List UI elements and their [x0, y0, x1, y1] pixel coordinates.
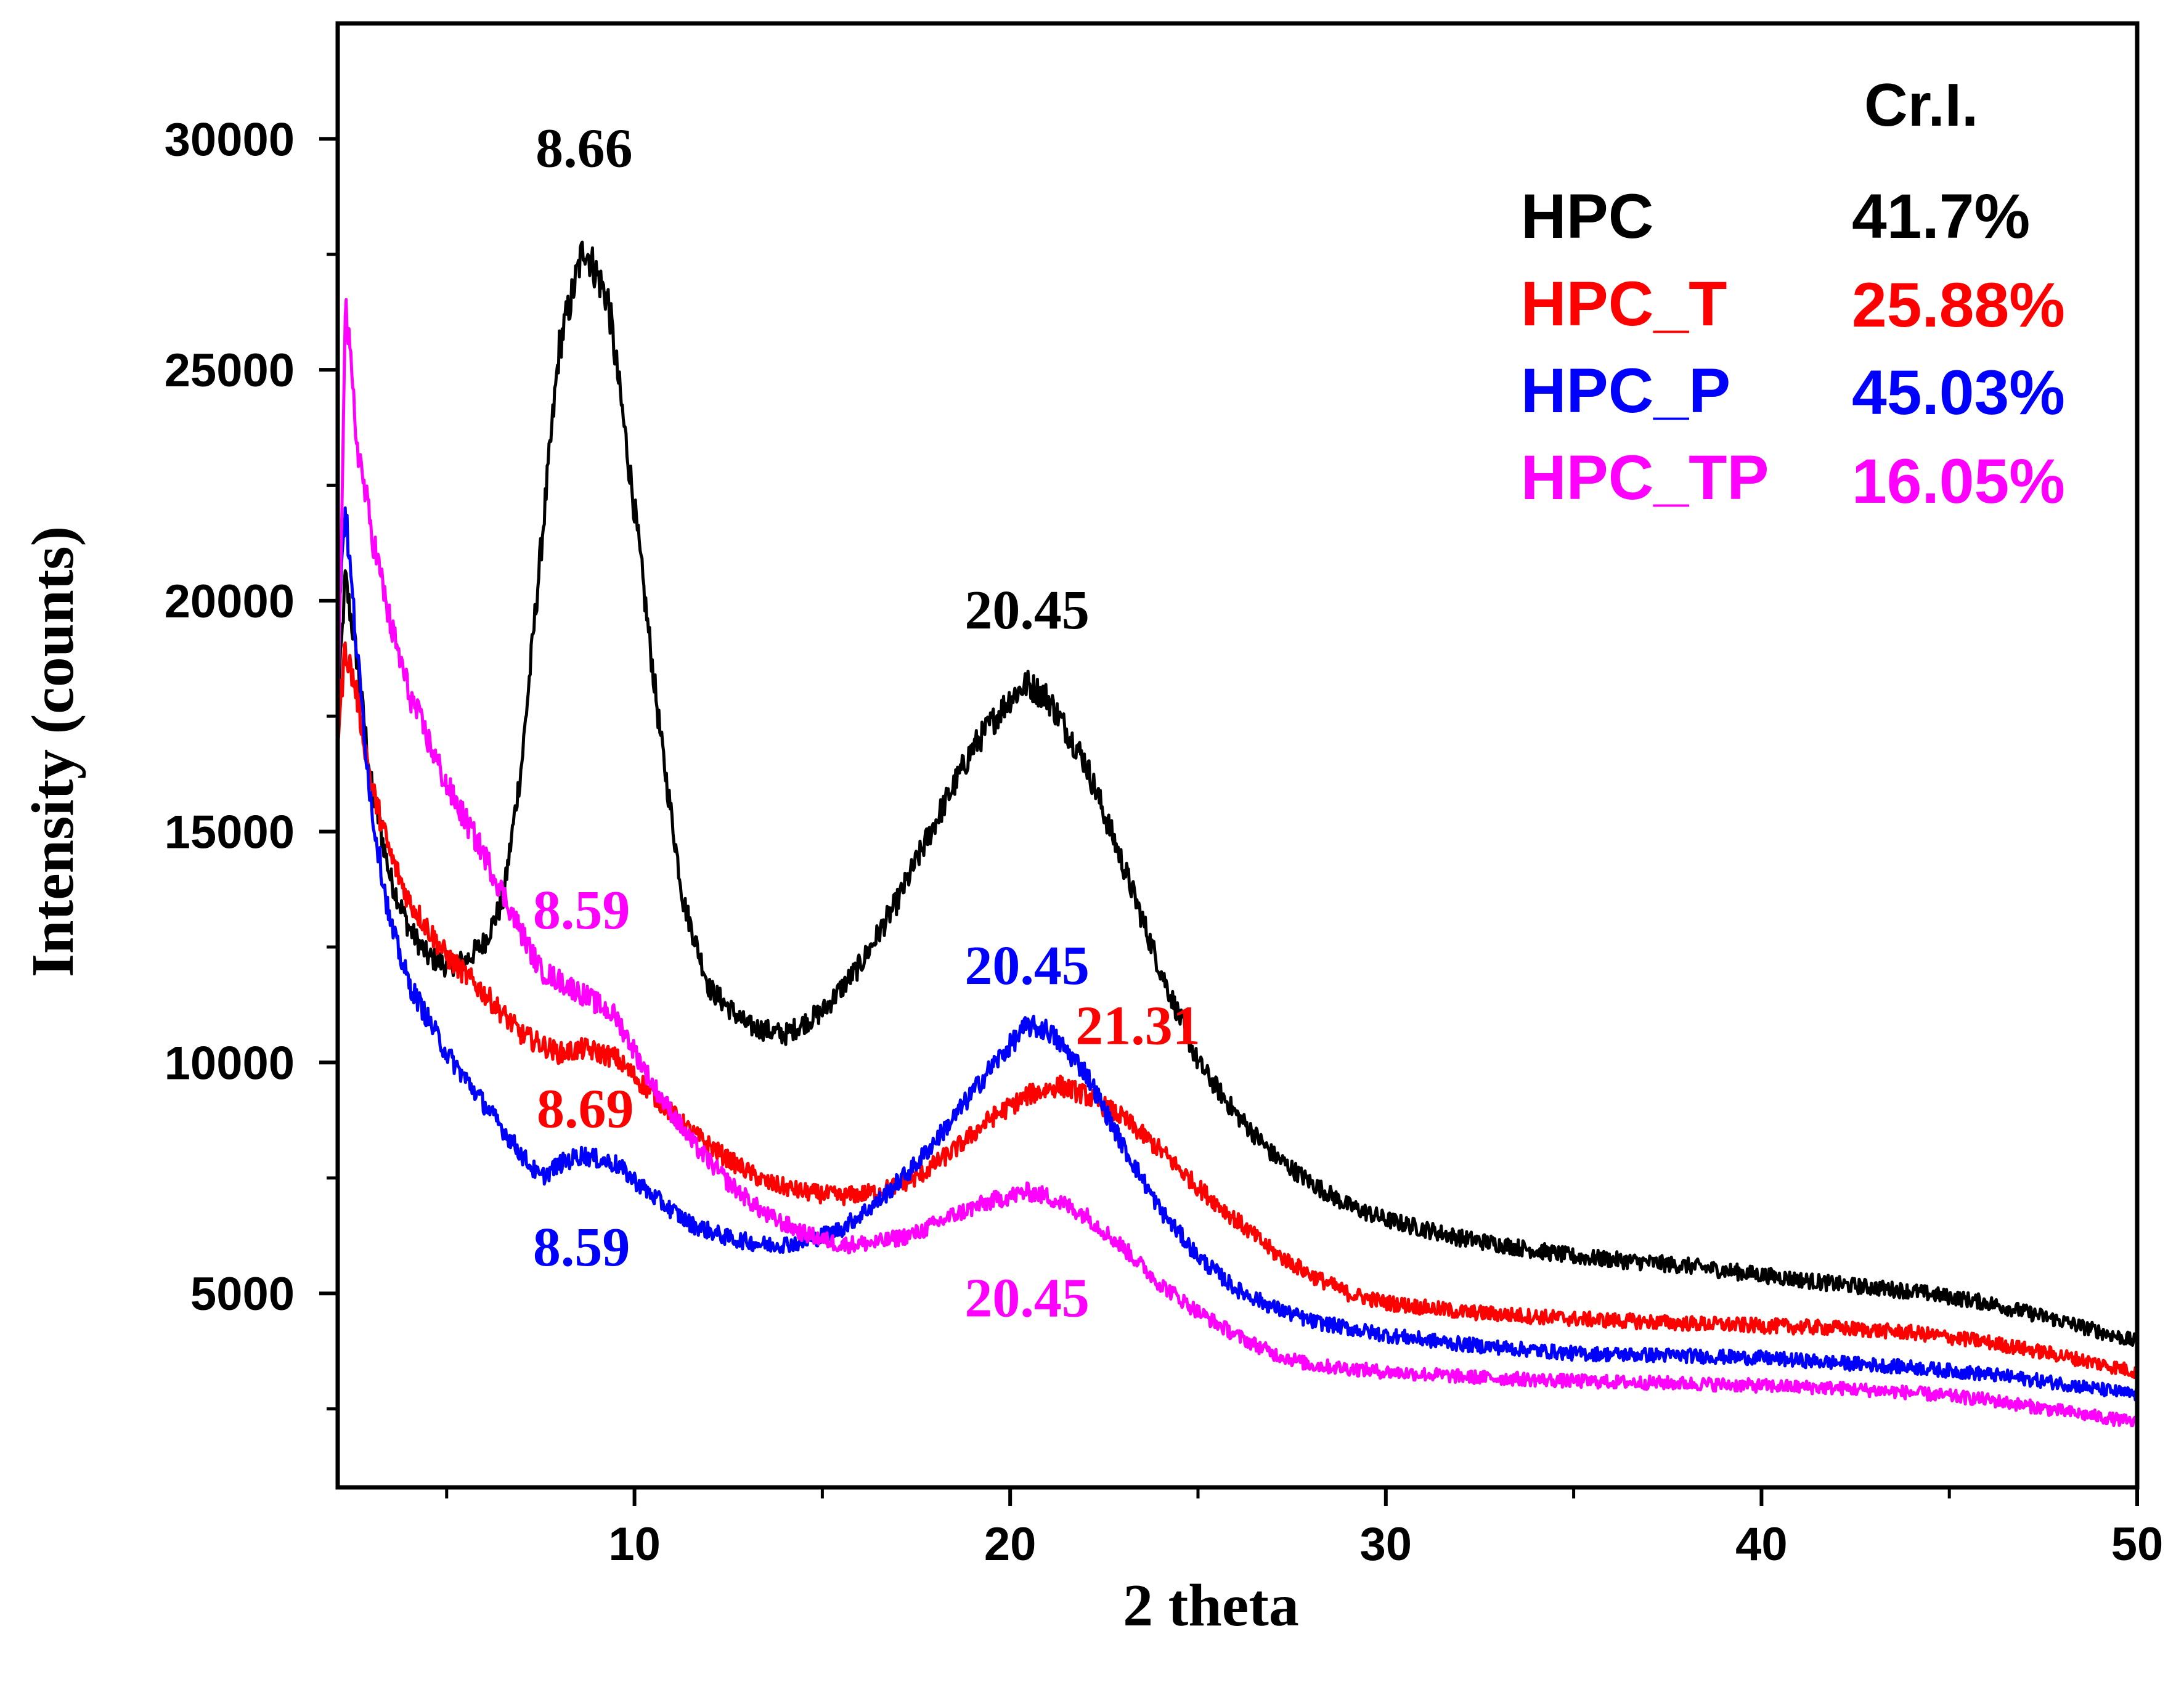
- legend-name-hpc-p: HPC_P: [1521, 356, 1730, 426]
- plot-frame: [335, 21, 2140, 1490]
- peak-label-hpc-t: 21.31: [1075, 995, 1200, 1056]
- y-tick-label: 30000: [165, 113, 295, 166]
- x-tick-label: 10: [608, 1518, 661, 1571]
- y-tick-label: 25000: [165, 344, 295, 397]
- series-line-hpc: [336, 240, 2139, 1347]
- axis-ticks: [319, 137, 2139, 1506]
- legend-name-hpc: HPC: [1521, 181, 1653, 251]
- y-tick-label: 15000: [165, 807, 295, 859]
- legend-value-hpc: 41.7%: [1852, 181, 2030, 251]
- y-tick-label: 10000: [165, 1037, 295, 1089]
- y-axis-title: Intensity (counts): [20, 526, 86, 977]
- legend-name-hpc-tp: HPC_TP: [1521, 442, 1769, 513]
- x-tick-label: 20: [984, 1518, 1037, 1571]
- peak-label-hpc: 20.45: [964, 580, 1090, 641]
- series-line-hpc-tp: [336, 298, 2139, 1428]
- series-layer: [336, 240, 2139, 1428]
- legend-name-hpc-t: HPC_T: [1521, 269, 1727, 339]
- x-tick-label: 30: [1360, 1518, 1412, 1571]
- peak-label-hpc-tp: 20.45: [964, 1268, 1090, 1329]
- x-tick-label: 40: [1735, 1518, 1788, 1571]
- peak-label-hpc-p: 8.59: [533, 1217, 630, 1278]
- peak-label-hpc: 8.66: [536, 118, 633, 179]
- series-line-hpc-t: [336, 641, 2138, 1380]
- x-tick-label: 50: [2111, 1518, 2164, 1571]
- legend-value-hpc-tp: 16.05%: [1852, 446, 2065, 516]
- legend-value-hpc-p: 45.03%: [1852, 357, 2065, 428]
- series-line-hpc-p: [336, 506, 2139, 1402]
- peak-label-hpc-p: 20.45: [964, 935, 1090, 996]
- axis-tick-labels: 10 20 30 40 50 5000 10000 15000 20000 25000 30000: [165, 113, 2164, 1571]
- y-tick-label: 5000: [190, 1268, 295, 1320]
- legend-value-hpc-t: 25.88%: [1852, 270, 2065, 340]
- legend-header: Cr.I.: [1864, 71, 1978, 139]
- peak-label-hpc-tp: 8.59: [533, 880, 630, 941]
- peak-label-hpc-t: 8.69: [537, 1078, 634, 1139]
- cri-legend: Cr.I. HPC 41.7% HPC_T 25.88% HPC_P 45.03…: [1521, 71, 2065, 516]
- x-axis-title: 2 theta: [1123, 1572, 1299, 1639]
- y-tick-label: 20000: [165, 575, 295, 628]
